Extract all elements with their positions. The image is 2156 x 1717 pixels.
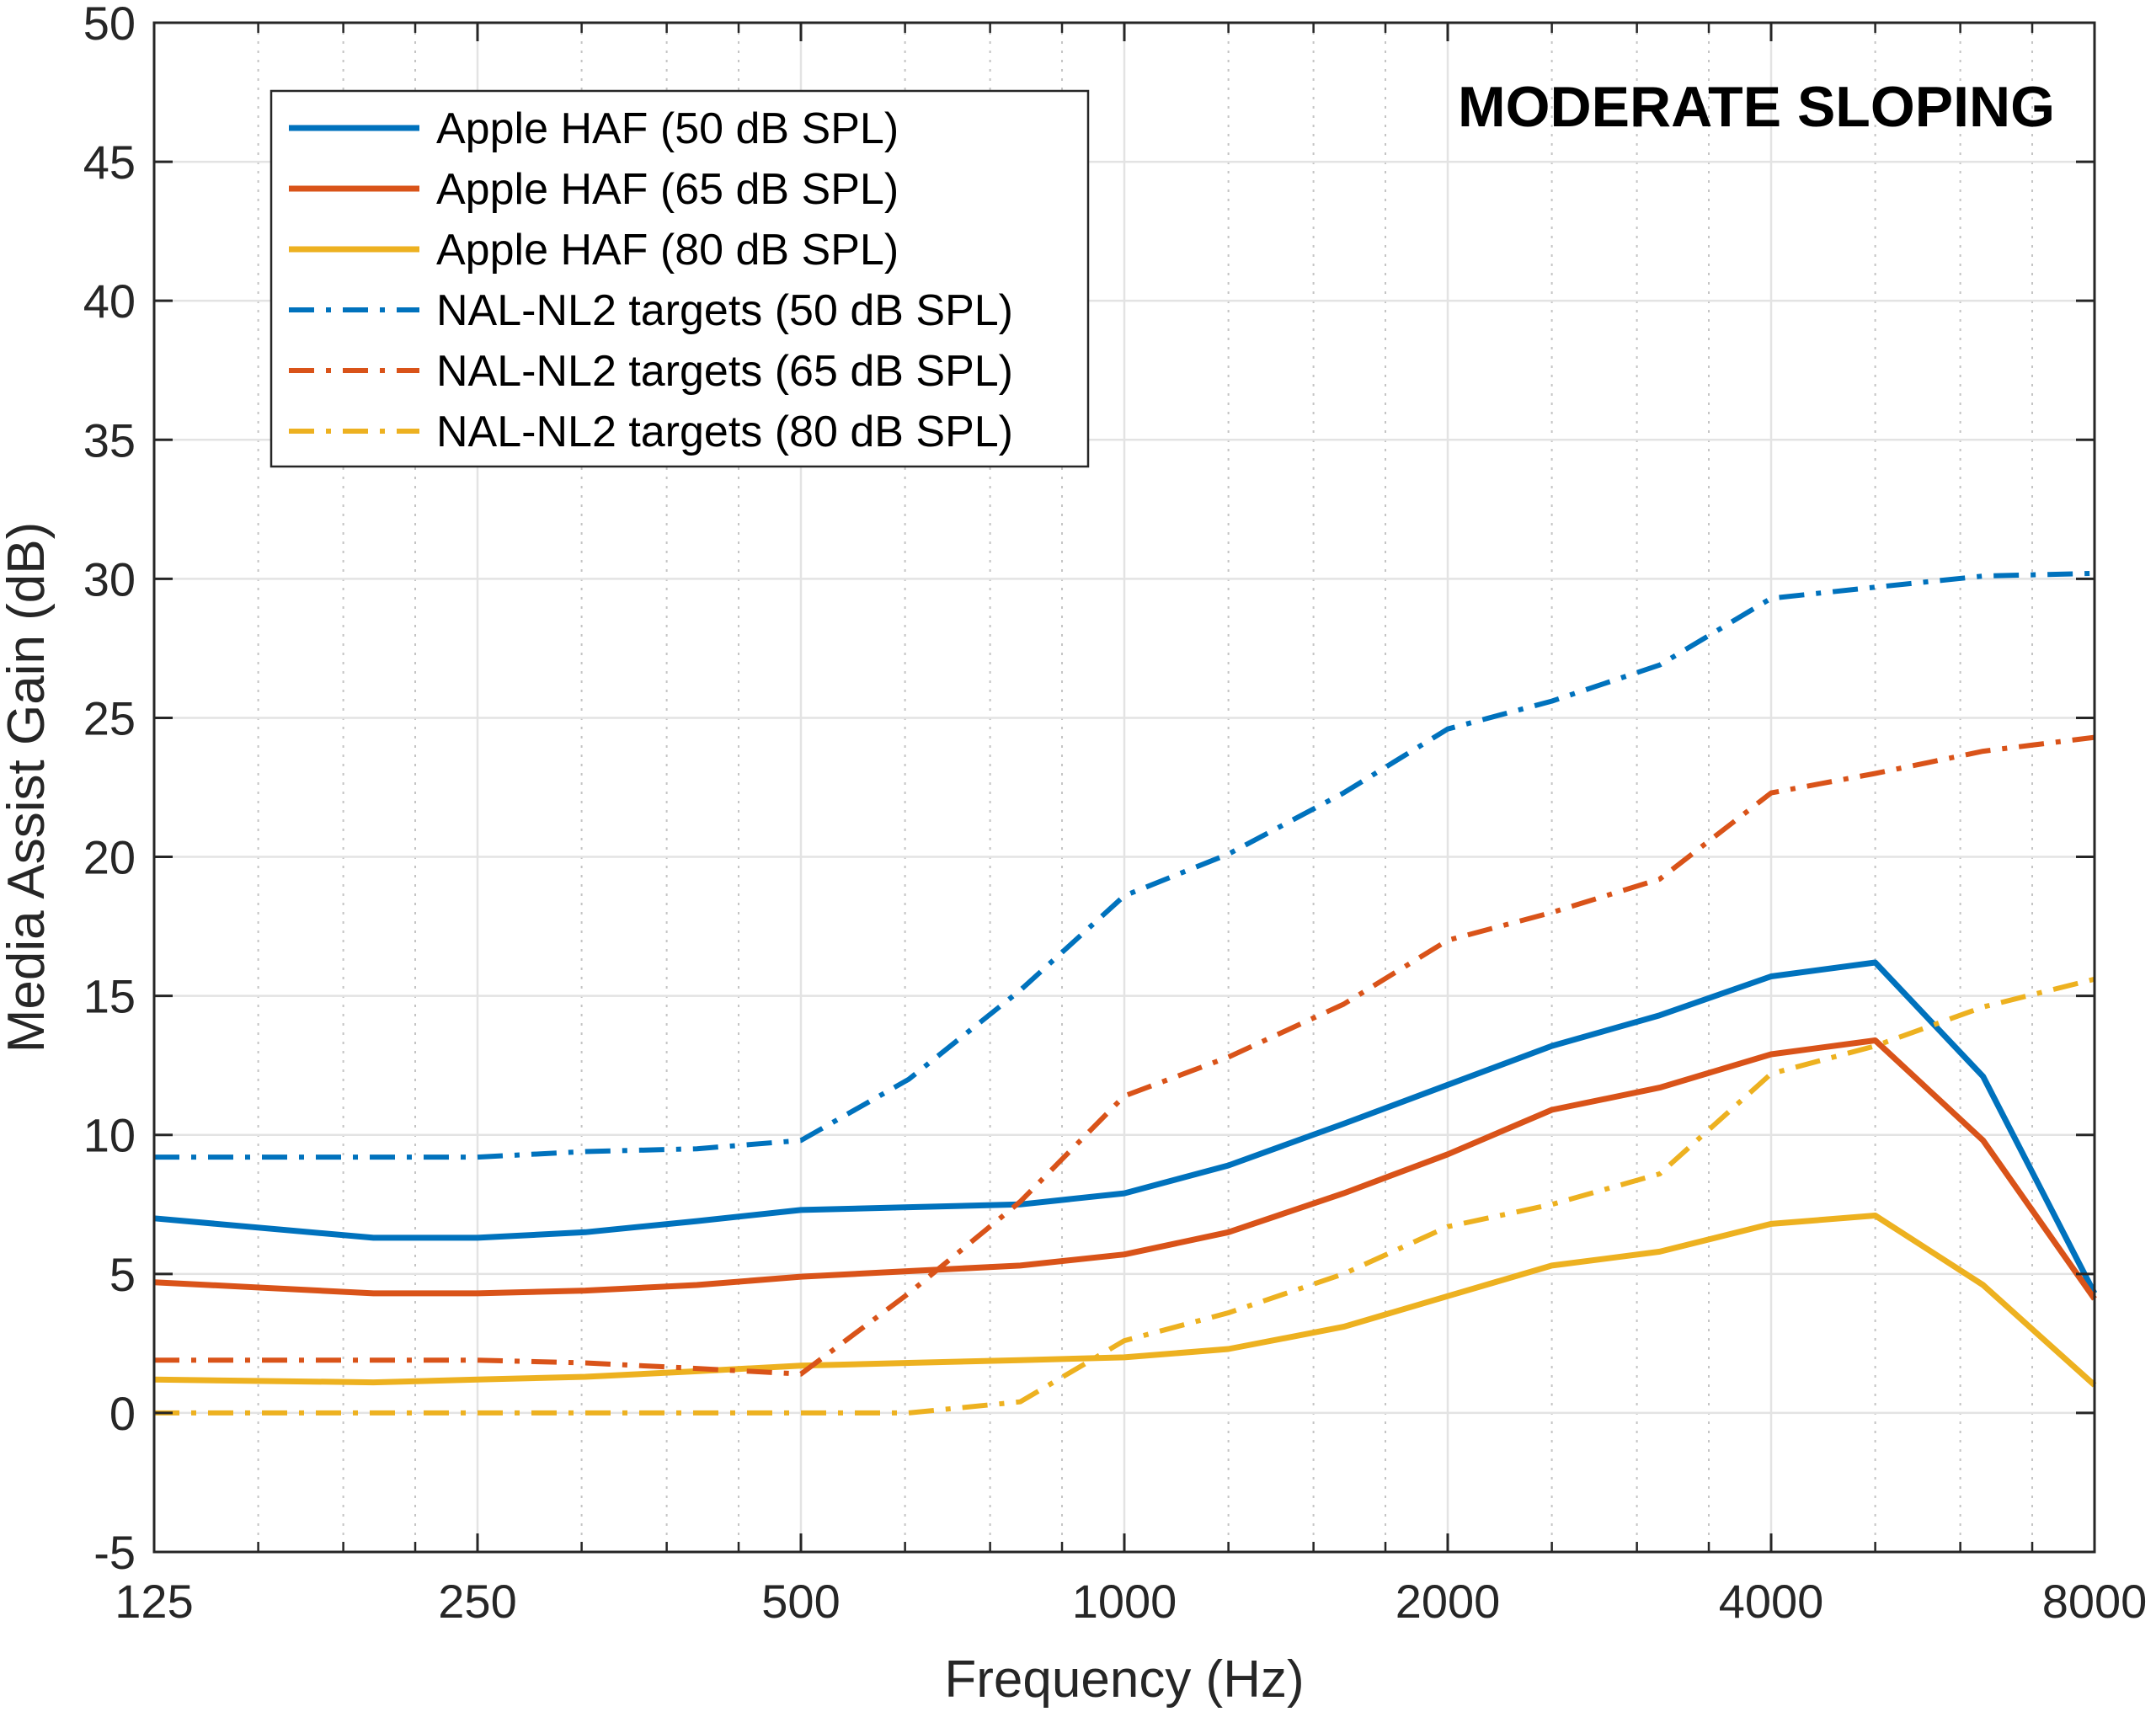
x-tick-label: 4000 bbox=[1719, 1575, 1824, 1628]
x-tick-label: 125 bbox=[115, 1575, 193, 1628]
legend-label: NAL-NL2 targets (50 dB SPL) bbox=[436, 286, 1013, 335]
y-axis-title: Media Assist Gain (dB) bbox=[0, 522, 56, 1053]
series-line bbox=[153, 1213, 2097, 1388]
y-tick-label: 10 bbox=[83, 1109, 136, 1162]
x-tick-label: 500 bbox=[761, 1575, 840, 1628]
y-tick-label: 25 bbox=[83, 691, 136, 744]
y-tick-label: 5 bbox=[109, 1248, 136, 1301]
y-tick-label: 15 bbox=[83, 970, 136, 1023]
series-line bbox=[154, 976, 2095, 1416]
legend-label: Apple HAF (65 dB SPL) bbox=[436, 165, 899, 214]
legend-box bbox=[270, 89, 1090, 468]
series-line bbox=[154, 734, 2095, 1377]
legend-label: NAL-NL2 targets (65 dB SPL) bbox=[436, 347, 1013, 396]
plot-lines bbox=[153, 570, 2098, 1416]
x-tick-label: 1000 bbox=[1072, 1575, 1177, 1628]
y-tick-label: 35 bbox=[83, 413, 136, 467]
chart-title: MODERATE SLOPING bbox=[1458, 75, 2055, 139]
x-tick-label: 2000 bbox=[1396, 1575, 1501, 1628]
legend: Apple HAF (50 dB SPL) Apple HAF (65 dB SP… bbox=[270, 89, 1090, 468]
y-tick-label: 45 bbox=[83, 136, 136, 189]
series-line bbox=[153, 1037, 2097, 1301]
y-tick-label: 30 bbox=[83, 552, 136, 605]
series-line bbox=[153, 959, 2098, 1295]
y-tick-label: 50 bbox=[83, 0, 136, 50]
y-tick-label: 0 bbox=[109, 1387, 136, 1440]
series-line bbox=[154, 570, 2095, 1160]
y-tick-label: -5 bbox=[93, 1526, 136, 1579]
axis-ticks: 125 250 500 1000 2000 4000 8000 -5 0 5 10 15 20 25 30 3… bbox=[83, 0, 2148, 1628]
y-tick-label: 20 bbox=[83, 831, 136, 884]
legend-label: NAL-NL2 targets (80 dB SPL) bbox=[436, 408, 1013, 456]
legend-label: Apple HAF (80 dB SPL) bbox=[436, 226, 899, 275]
x-tick-label: 250 bbox=[438, 1575, 516, 1628]
legend-label: Apple HAF (50 dB SPL) bbox=[436, 104, 899, 153]
y-tick-label: 40 bbox=[83, 275, 136, 328]
x-axis-title: Frequency (Hz) bbox=[944, 1650, 1304, 1709]
x-tick-label: 8000 bbox=[2042, 1575, 2148, 1628]
